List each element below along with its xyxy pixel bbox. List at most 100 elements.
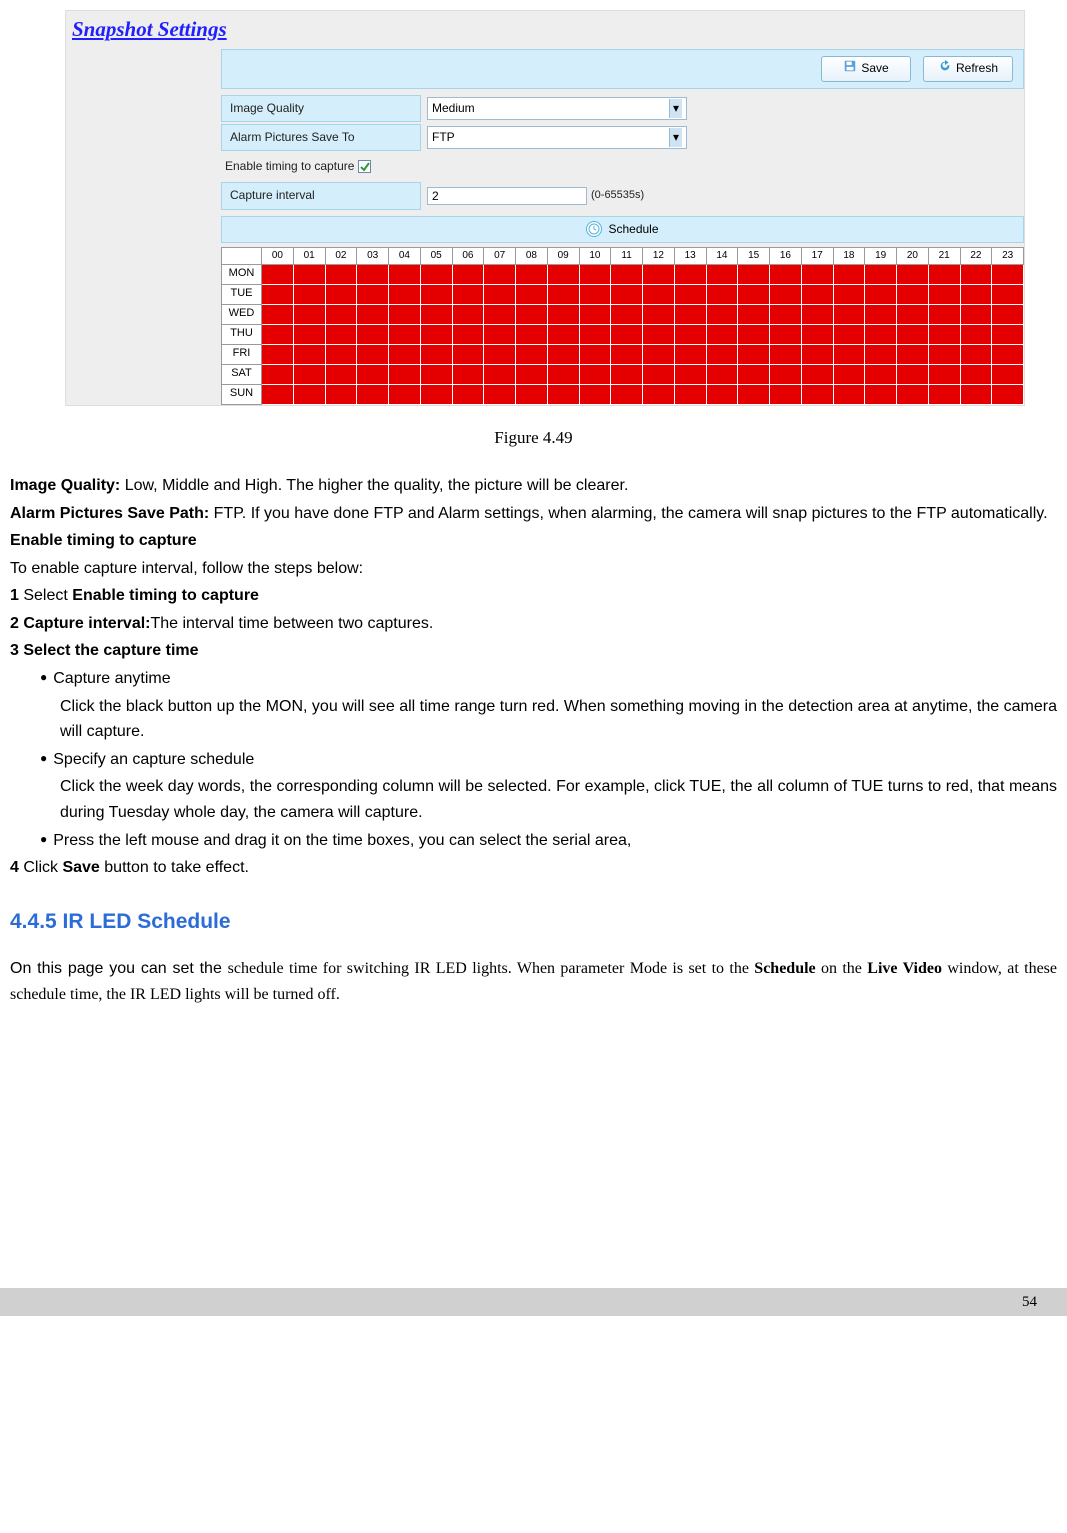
schedule-cell[interactable] xyxy=(452,304,484,324)
schedule-cell[interactable] xyxy=(674,364,706,384)
schedule-cell[interactable] xyxy=(801,284,833,304)
schedule-cell[interactable] xyxy=(643,284,675,304)
schedule-cell[interactable] xyxy=(389,344,421,364)
schedule-cell[interactable] xyxy=(579,324,611,344)
schedule-cell[interactable] xyxy=(389,384,421,404)
schedule-cell[interactable] xyxy=(643,384,675,404)
hour-header[interactable]: 09 xyxy=(547,247,579,264)
schedule-cell[interactable] xyxy=(801,324,833,344)
schedule-cell[interactable] xyxy=(801,364,833,384)
schedule-cell[interactable] xyxy=(992,344,1024,364)
schedule-cell[interactable] xyxy=(738,304,770,324)
schedule-cell[interactable] xyxy=(579,344,611,364)
enable-timing-checkbox[interactable] xyxy=(358,160,371,173)
schedule-cell[interactable] xyxy=(674,304,706,324)
schedule-cell[interactable] xyxy=(579,304,611,324)
schedule-cell[interactable] xyxy=(420,304,452,324)
schedule-cell[interactable] xyxy=(833,284,865,304)
schedule-cell[interactable] xyxy=(928,284,960,304)
schedule-cell[interactable] xyxy=(674,344,706,364)
schedule-cell[interactable] xyxy=(960,324,992,344)
schedule-cell[interactable] xyxy=(579,364,611,384)
schedule-cell[interactable] xyxy=(516,344,548,364)
schedule-cell[interactable] xyxy=(293,384,325,404)
schedule-cell[interactable] xyxy=(611,304,643,324)
schedule-cell[interactable] xyxy=(674,284,706,304)
hour-header[interactable]: 11 xyxy=(611,247,643,264)
schedule-cell[interactable] xyxy=(928,304,960,324)
schedule-cell[interactable] xyxy=(516,324,548,344)
schedule-cell[interactable] xyxy=(928,264,960,284)
schedule-cell[interactable] xyxy=(516,384,548,404)
hour-header[interactable]: 19 xyxy=(865,247,897,264)
schedule-cell[interactable] xyxy=(897,284,929,304)
schedule-cell[interactable] xyxy=(262,264,294,284)
schedule-cell[interactable] xyxy=(897,364,929,384)
schedule-cell[interactable] xyxy=(262,344,294,364)
schedule-cell[interactable] xyxy=(357,324,389,344)
schedule-cell[interactable] xyxy=(865,304,897,324)
day-header[interactable]: MON xyxy=(222,264,262,284)
schedule-cell[interactable] xyxy=(706,344,738,364)
schedule-cell[interactable] xyxy=(643,364,675,384)
schedule-cell[interactable] xyxy=(262,384,294,404)
schedule-cell[interactable] xyxy=(770,264,802,284)
day-header[interactable]: THU xyxy=(222,324,262,344)
schedule-cell[interactable] xyxy=(960,344,992,364)
hour-header[interactable]: 18 xyxy=(833,247,865,264)
schedule-cell[interactable] xyxy=(389,264,421,284)
schedule-cell[interactable] xyxy=(293,324,325,344)
schedule-cell[interactable] xyxy=(674,324,706,344)
schedule-cell[interactable] xyxy=(992,284,1024,304)
schedule-cell[interactable] xyxy=(643,304,675,324)
hour-header[interactable]: 22 xyxy=(960,247,992,264)
schedule-cell[interactable] xyxy=(897,344,929,364)
day-header[interactable]: TUE xyxy=(222,284,262,304)
schedule-cell[interactable] xyxy=(674,264,706,284)
schedule-cell[interactable] xyxy=(960,384,992,404)
schedule-cell[interactable] xyxy=(738,284,770,304)
schedule-cell[interactable] xyxy=(452,324,484,344)
schedule-cell[interactable] xyxy=(420,324,452,344)
schedule-cell[interactable] xyxy=(325,344,357,364)
schedule-cell[interactable] xyxy=(706,384,738,404)
schedule-cell[interactable] xyxy=(611,364,643,384)
hour-header[interactable]: 01 xyxy=(293,247,325,264)
hour-header[interactable]: 07 xyxy=(484,247,516,264)
schedule-cell[interactable] xyxy=(325,284,357,304)
schedule-cell[interactable] xyxy=(516,304,548,324)
schedule-cell[interactable] xyxy=(674,384,706,404)
schedule-cell[interactable] xyxy=(738,264,770,284)
schedule-cell[interactable] xyxy=(452,284,484,304)
hour-header[interactable]: 16 xyxy=(770,247,802,264)
schedule-cell[interactable] xyxy=(484,384,516,404)
schedule-cell[interactable] xyxy=(865,344,897,364)
hour-header[interactable]: 10 xyxy=(579,247,611,264)
schedule-cell[interactable] xyxy=(389,324,421,344)
schedule-cell[interactable] xyxy=(547,324,579,344)
schedule-cell[interactable] xyxy=(643,264,675,284)
save-to-select[interactable]: FTP ▾ xyxy=(427,126,687,149)
schedule-cell[interactable] xyxy=(484,344,516,364)
schedule-cell[interactable] xyxy=(611,384,643,404)
schedule-cell[interactable] xyxy=(738,384,770,404)
schedule-cell[interactable] xyxy=(611,324,643,344)
hour-header[interactable]: 21 xyxy=(928,247,960,264)
image-quality-select[interactable]: Medium ▾ xyxy=(427,97,687,120)
schedule-cell[interactable] xyxy=(452,344,484,364)
schedule-cell[interactable] xyxy=(357,364,389,384)
schedule-cell[interactable] xyxy=(611,264,643,284)
schedule-cell[interactable] xyxy=(325,384,357,404)
schedule-cell[interactable] xyxy=(706,324,738,344)
schedule-cell[interactable] xyxy=(547,384,579,404)
schedule-cell[interactable] xyxy=(770,304,802,324)
schedule-cell[interactable] xyxy=(579,284,611,304)
schedule-cell[interactable] xyxy=(325,364,357,384)
save-button[interactable]: Save xyxy=(821,56,911,82)
schedule-cell[interactable] xyxy=(992,324,1024,344)
hour-header[interactable]: 06 xyxy=(452,247,484,264)
schedule-cell[interactable] xyxy=(389,304,421,324)
schedule-cell[interactable] xyxy=(325,264,357,284)
day-header[interactable]: SAT xyxy=(222,364,262,384)
schedule-cell[interactable] xyxy=(420,344,452,364)
